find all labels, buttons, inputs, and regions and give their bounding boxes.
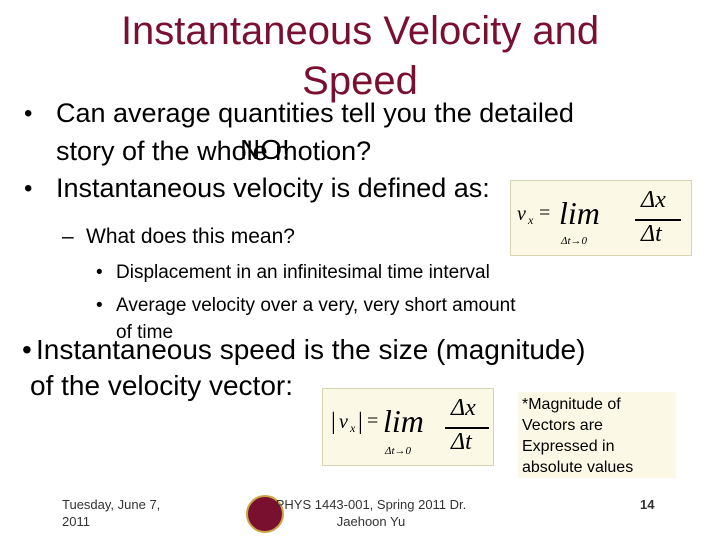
lim-subscript: Δt→0 bbox=[385, 445, 412, 457]
numerator-dx: Δx bbox=[641, 187, 666, 213]
no-answer: NO! bbox=[240, 134, 290, 165]
bullet-dot: • bbox=[96, 262, 103, 283]
footer-date: Tuesday, June 7, 2011 bbox=[62, 497, 161, 529]
footer-course: PHYS 1443-001, Spring 2011 Dr. Jaehoon Y… bbox=[275, 497, 467, 529]
velocity-equation-box: v x = lim Δt→0 Δx Δt bbox=[510, 180, 692, 256]
question-line-1: Can average quantities tell you the deta… bbox=[56, 98, 574, 128]
slide-title: Instantaneous Velocity and Speed bbox=[120, 9, 600, 103]
speed-equation-box: | v x | = lim Δt→0 Δx Δt bbox=[322, 388, 494, 466]
sub-point-2-line-2: of time bbox=[116, 322, 174, 343]
university-seal-icon bbox=[246, 495, 284, 533]
bullet-dot: • bbox=[22, 334, 32, 365]
v-symbol: v bbox=[517, 203, 526, 225]
speed-line-1: Instantaneous speed is the size (magnitu… bbox=[36, 334, 586, 365]
abs-bar-left: | bbox=[331, 409, 336, 435]
sub-question: What does this mean? bbox=[86, 225, 295, 248]
equals-sign: = bbox=[367, 410, 379, 432]
lim-text: lim bbox=[383, 403, 424, 439]
abs-bar-right: | bbox=[358, 409, 363, 435]
bullet-dot: • bbox=[96, 295, 103, 316]
v-symbol: v bbox=[339, 411, 348, 433]
fraction-bar bbox=[635, 219, 681, 221]
dash-glyph: – bbox=[62, 225, 74, 248]
sub-point-1: Displacement in an infinitesimal time in… bbox=[116, 262, 490, 283]
page-number: 14 bbox=[640, 497, 655, 512]
definition-line: Instantaneous velocity is defined as: bbox=[56, 173, 490, 203]
magnitude-note: *Magnitude of Vectors are Expressed in a… bbox=[518, 392, 676, 478]
lim-subscript: Δt→0 bbox=[561, 235, 588, 247]
speed-line-2: of the velocity vector: bbox=[30, 370, 294, 401]
bullet-dot: • bbox=[24, 175, 33, 202]
lim-text: lim bbox=[559, 195, 600, 231]
fraction-bar bbox=[445, 427, 489, 429]
numerator-dx: Δx bbox=[451, 395, 476, 421]
question-line-2: story of the whole motion? bbox=[56, 136, 372, 166]
equals-sign: = bbox=[539, 202, 551, 224]
sub-point-2-line-1: Average velocity over a very, very short… bbox=[116, 295, 516, 316]
denominator-dt: Δt bbox=[451, 429, 472, 455]
bullet-dot: • bbox=[24, 100, 33, 127]
x-subscript: x bbox=[528, 213, 534, 227]
denominator-dt: Δt bbox=[641, 221, 662, 247]
x-subscript: x bbox=[350, 421, 356, 435]
